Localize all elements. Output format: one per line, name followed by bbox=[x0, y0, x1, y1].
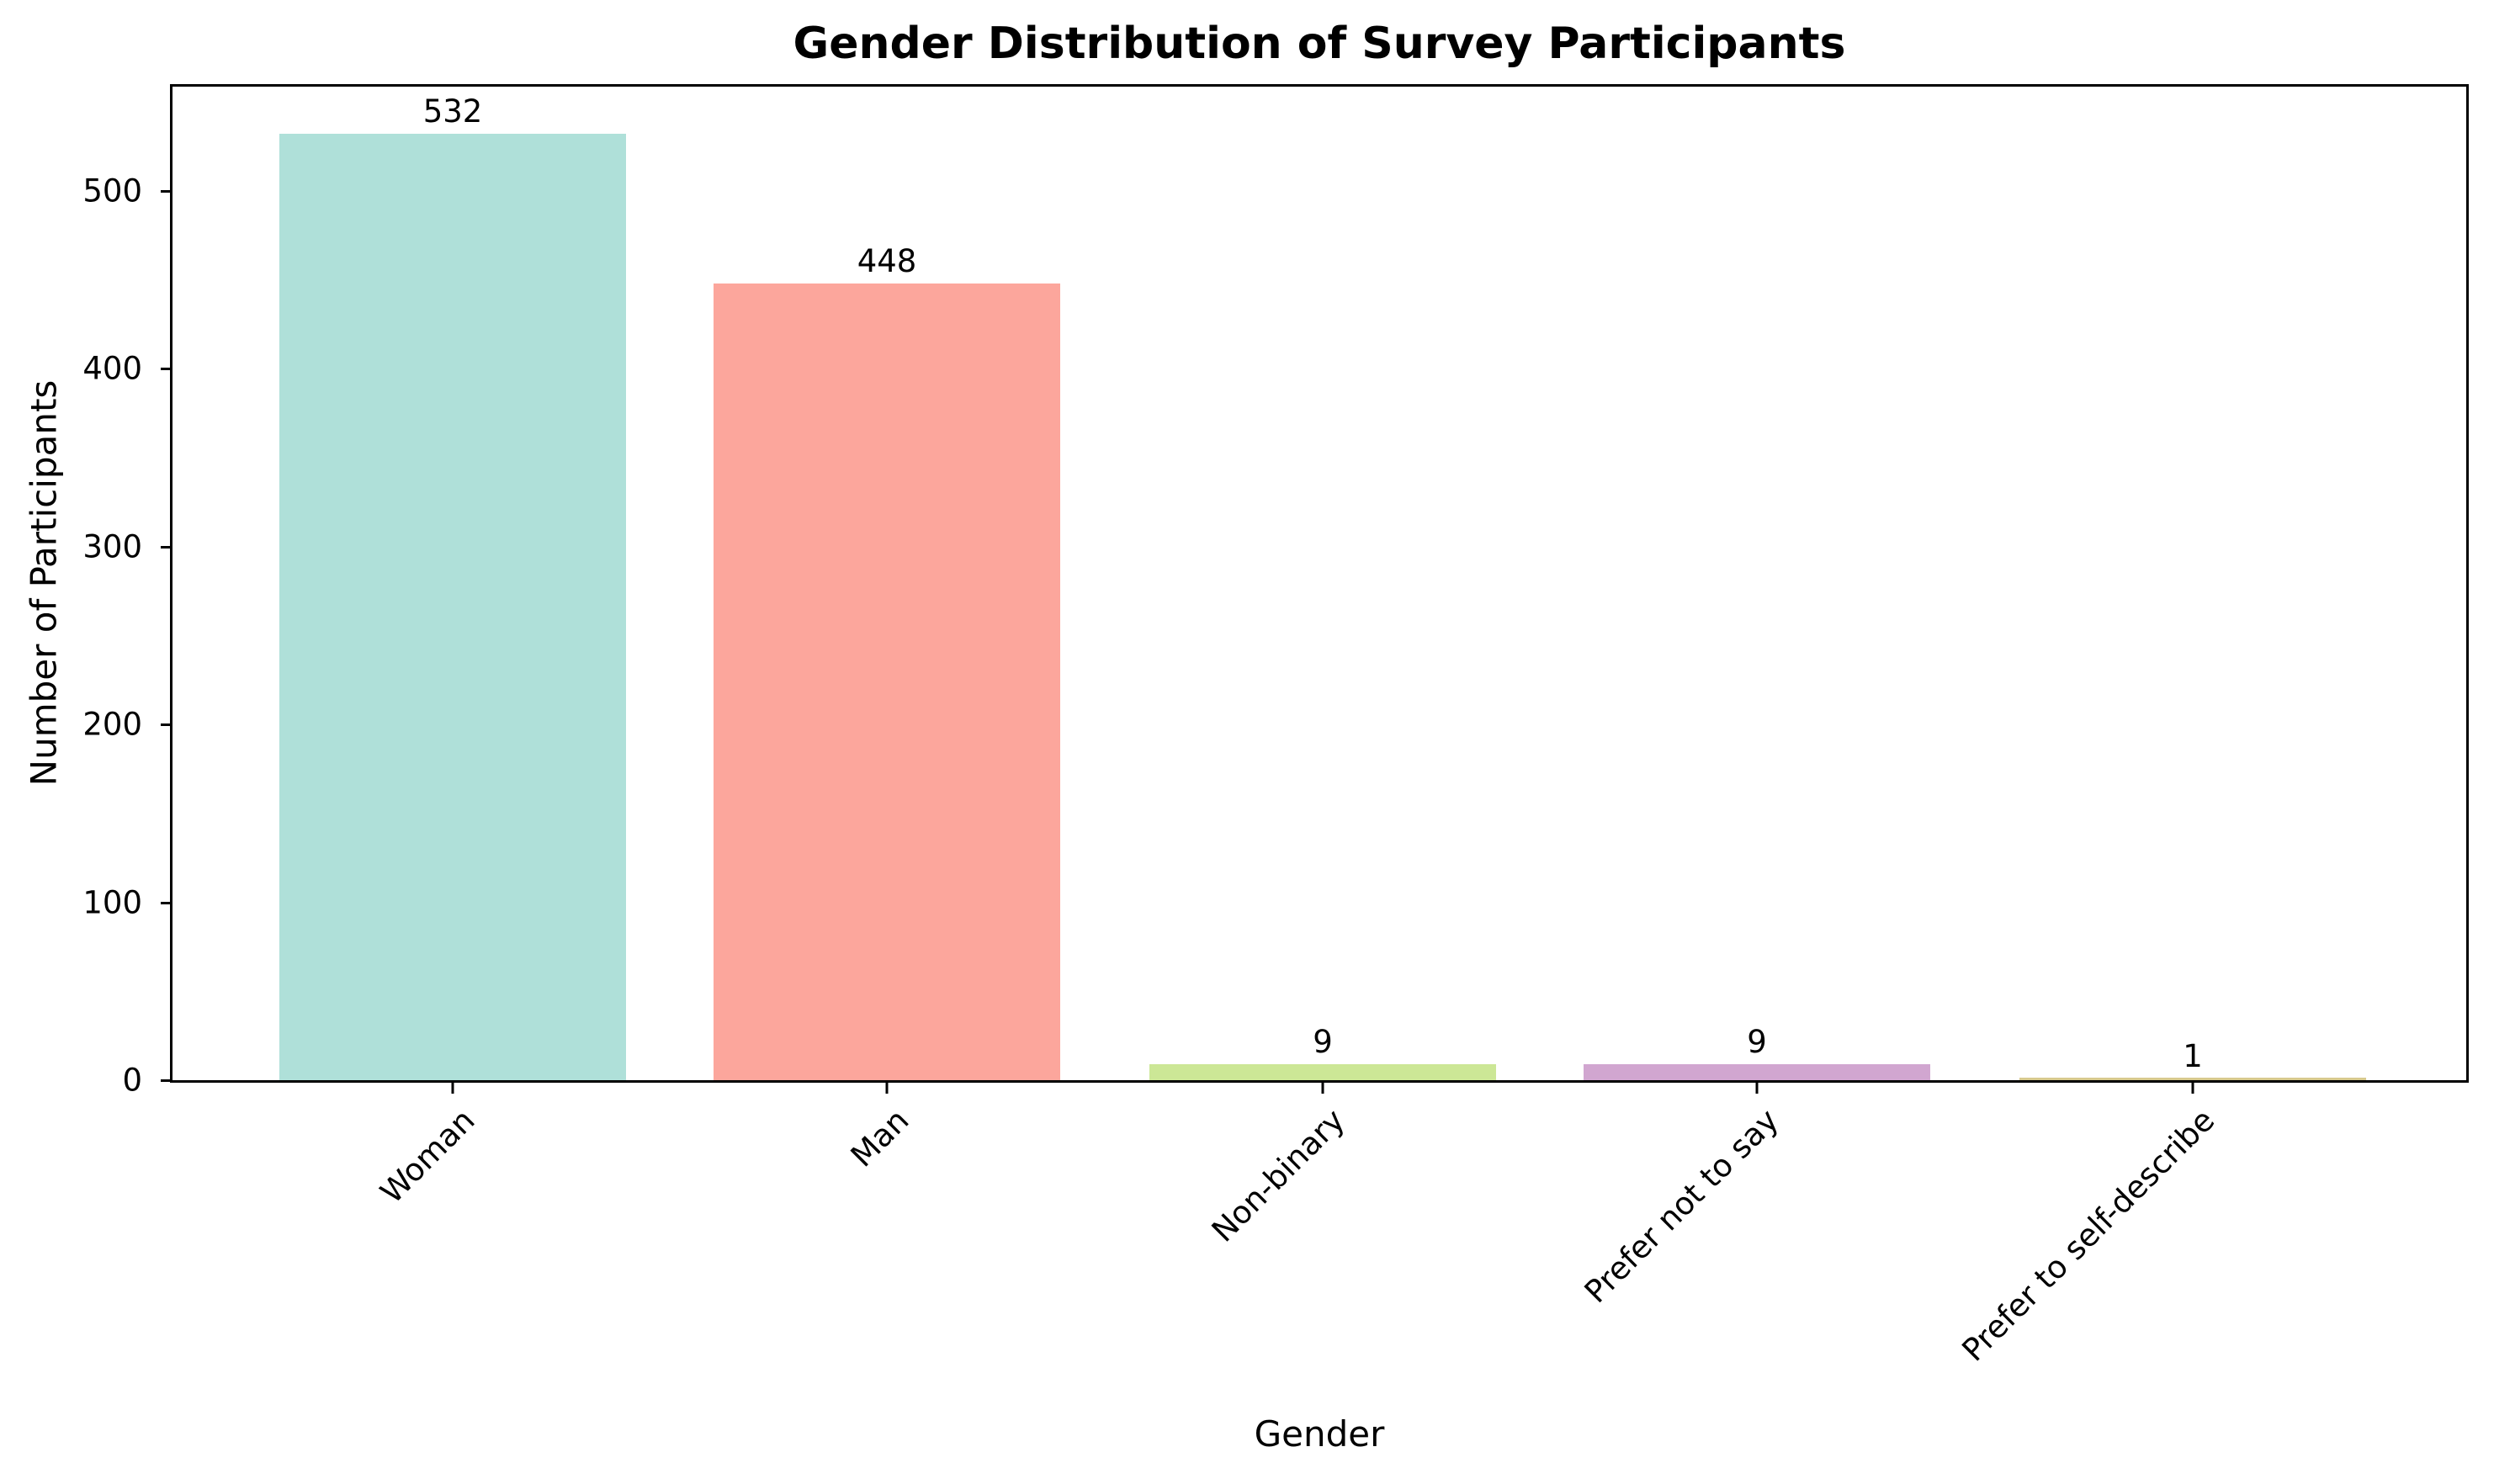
x-tick-label: Non-binary bbox=[1204, 1102, 1352, 1249]
y-tick-label: 500 bbox=[82, 172, 142, 209]
y-tick-label: 300 bbox=[82, 528, 142, 565]
y-tick: 100 bbox=[82, 884, 172, 920]
bar-non-binary bbox=[1149, 1063, 1496, 1080]
bar-man bbox=[714, 283, 1060, 1080]
y-tick: 0 bbox=[122, 1063, 172, 1099]
bar-prefer-not-to-say bbox=[1584, 1063, 1930, 1080]
x-tick bbox=[885, 1082, 889, 1094]
y-tick-label: 100 bbox=[82, 884, 142, 921]
x-tick bbox=[1321, 1082, 1324, 1094]
bar-value-label: 1 bbox=[2183, 1037, 2203, 1074]
bar-value-label: 532 bbox=[422, 93, 483, 130]
y-tick: 500 bbox=[82, 172, 172, 209]
chart-title: Gender Distribution of Survey Participan… bbox=[793, 19, 1846, 69]
x-tick bbox=[1755, 1082, 1759, 1094]
x-tick-label: Woman bbox=[373, 1102, 482, 1211]
y-tick-label: 200 bbox=[82, 706, 142, 743]
bar-woman bbox=[279, 134, 626, 1080]
x-tick-label: Prefer to self-describe bbox=[1955, 1102, 2222, 1369]
bar-prefer-to-self-describe bbox=[2019, 1078, 2366, 1080]
bar-value-label: 9 bbox=[1747, 1023, 1767, 1060]
x-tick bbox=[451, 1082, 454, 1094]
y-tick-label: 0 bbox=[122, 1062, 142, 1099]
x-axis-label: Gender bbox=[1254, 1413, 1385, 1455]
y-tick: 300 bbox=[82, 528, 172, 564]
plot-area: 0 100 200 300 400 500 532 Woman 448 Man 9 Non-binar… bbox=[82, 84, 2469, 1369]
x-tick-label: Man bbox=[843, 1102, 916, 1174]
y-axis-label: Number of Participants bbox=[23, 379, 65, 787]
x-tick-label: Prefer not to say bbox=[1577, 1102, 1786, 1311]
y-tick-label: 400 bbox=[82, 350, 142, 387]
y-tick: 200 bbox=[82, 707, 172, 743]
x-tick bbox=[2191, 1082, 2194, 1094]
bar-value-label: 448 bbox=[857, 242, 917, 279]
y-tick: 400 bbox=[82, 351, 172, 387]
bar-value-label: 9 bbox=[1313, 1023, 1333, 1060]
